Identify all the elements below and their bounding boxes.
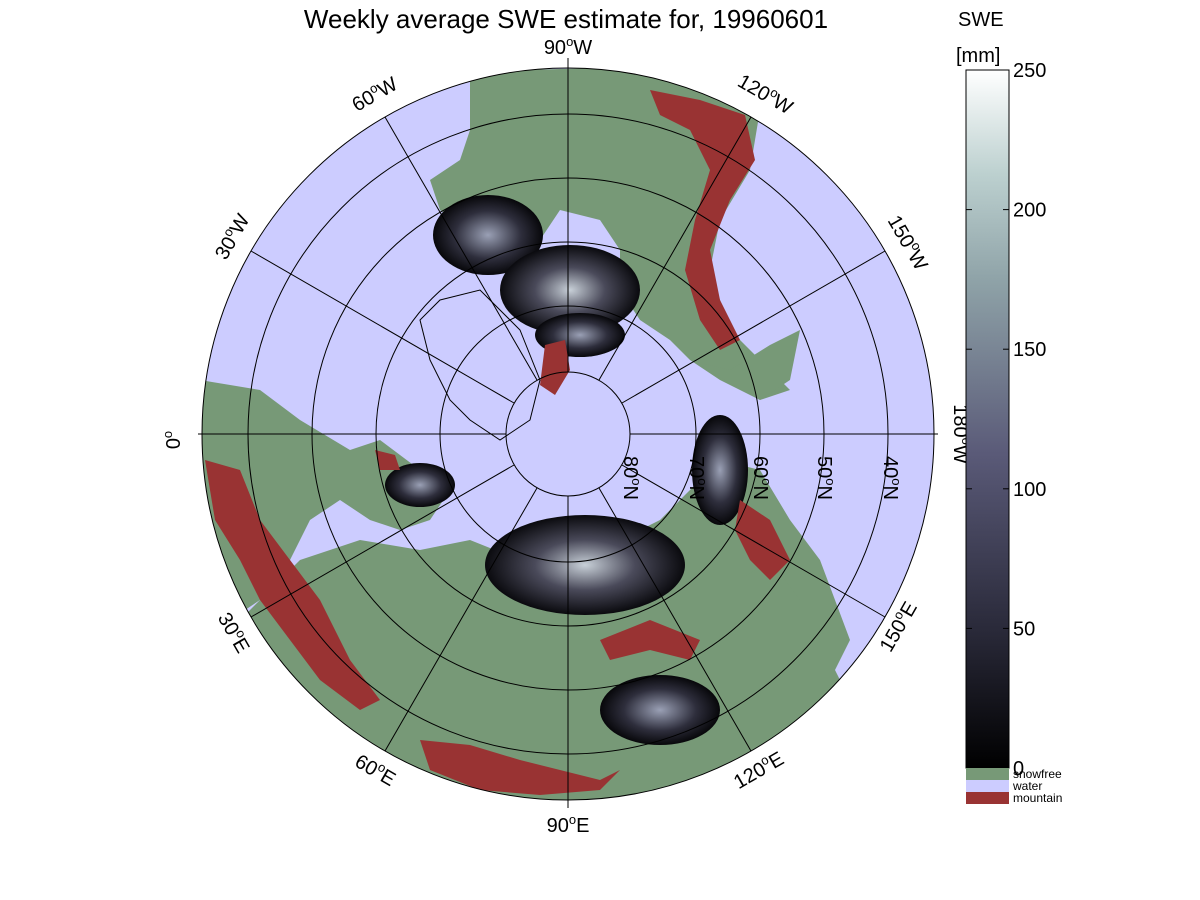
- lon-label-0: 0o: [160, 431, 185, 449]
- colorbar-title-line2: [mm]: [956, 45, 1000, 67]
- colorbar-tick-label: 100: [1013, 479, 1046, 501]
- meridian-30e: [250, 464, 515, 618]
- lat-label-80n: 80oN: [619, 456, 644, 500]
- colorbar-title-line1: SWE: [958, 9, 1004, 31]
- snow-scandinavia: [385, 463, 455, 507]
- mountain-east-asia: [735, 500, 790, 580]
- colorbar-gradient: [965, 69, 1010, 769]
- meridian-150w: [621, 250, 886, 404]
- meridian-60e: [384, 487, 538, 752]
- meridian-120e: [598, 487, 752, 752]
- meridian-120w: [598, 116, 752, 381]
- lon-label-30w: 30oW: [209, 209, 255, 263]
- colorbar-category-label: snowfree: [1013, 767, 1062, 781]
- colorbar-tick-label: 250: [1013, 60, 1046, 82]
- colorbar-category-swatch: [966, 792, 1009, 804]
- colorbar-category-swatch: [966, 780, 1009, 792]
- lat-label-70n: 70oN: [685, 456, 710, 500]
- lat-label-60n: 60oN: [749, 456, 774, 500]
- land-east-coast: [740, 560, 840, 700]
- lon-label-90w: 90oW: [544, 34, 592, 59]
- lon-label-90e: 90oE: [547, 812, 590, 837]
- colorbar: SWE [mm] 0 50 100 150 200 250 snowfreewatermo…: [956, 9, 1062, 805]
- colorbar-ticks: 0 50 100 150 200 250: [966, 60, 1046, 780]
- snow-canada-north: [500, 245, 640, 335]
- land-west-coast: [690, 330, 800, 400]
- colorbar-tick-label: 50: [1013, 618, 1035, 640]
- snow-canada-west: [433, 195, 543, 275]
- colorbar-category-swatch: [966, 768, 1009, 780]
- meridian-30w: [250, 250, 515, 404]
- meridian-60w: [384, 116, 538, 381]
- mountain-himalaya: [420, 740, 620, 795]
- map-title: Weekly average SWE estimate for, 1996060…: [304, 4, 828, 34]
- colorbar-category-label: mountain: [1013, 791, 1062, 805]
- snow-central-asia: [600, 675, 720, 745]
- mountain-central-asia: [600, 620, 700, 660]
- lat-label-50n: 50oN: [813, 456, 838, 500]
- colorbar-category-label: water: [1012, 779, 1042, 793]
- mountain-iceland: [375, 450, 400, 470]
- lat-label-40n: 40oN: [879, 456, 904, 500]
- snow-siberia: [485, 515, 685, 615]
- snow-east-siberia: [692, 415, 748, 525]
- meridian-150e: [621, 464, 886, 618]
- colorbar-tick-label: 150: [1013, 339, 1046, 361]
- mountain-alps: [205, 460, 380, 710]
- lon-label-60w: 60oW: [347, 71, 401, 117]
- latitude-labels: 80oN 70oN 60oN 50oN 40oN: [619, 456, 904, 500]
- meridians: [198, 58, 938, 808]
- lon-label-120w: 120oW: [734, 68, 798, 119]
- map-disc: [198, 58, 938, 808]
- mountain-greenland-tip: [540, 340, 570, 395]
- colorbar-tick-label: 0: [1013, 758, 1024, 780]
- colorbar-tick-label: 200: [1013, 200, 1046, 222]
- land-greenland-outline: [419, 289, 541, 441]
